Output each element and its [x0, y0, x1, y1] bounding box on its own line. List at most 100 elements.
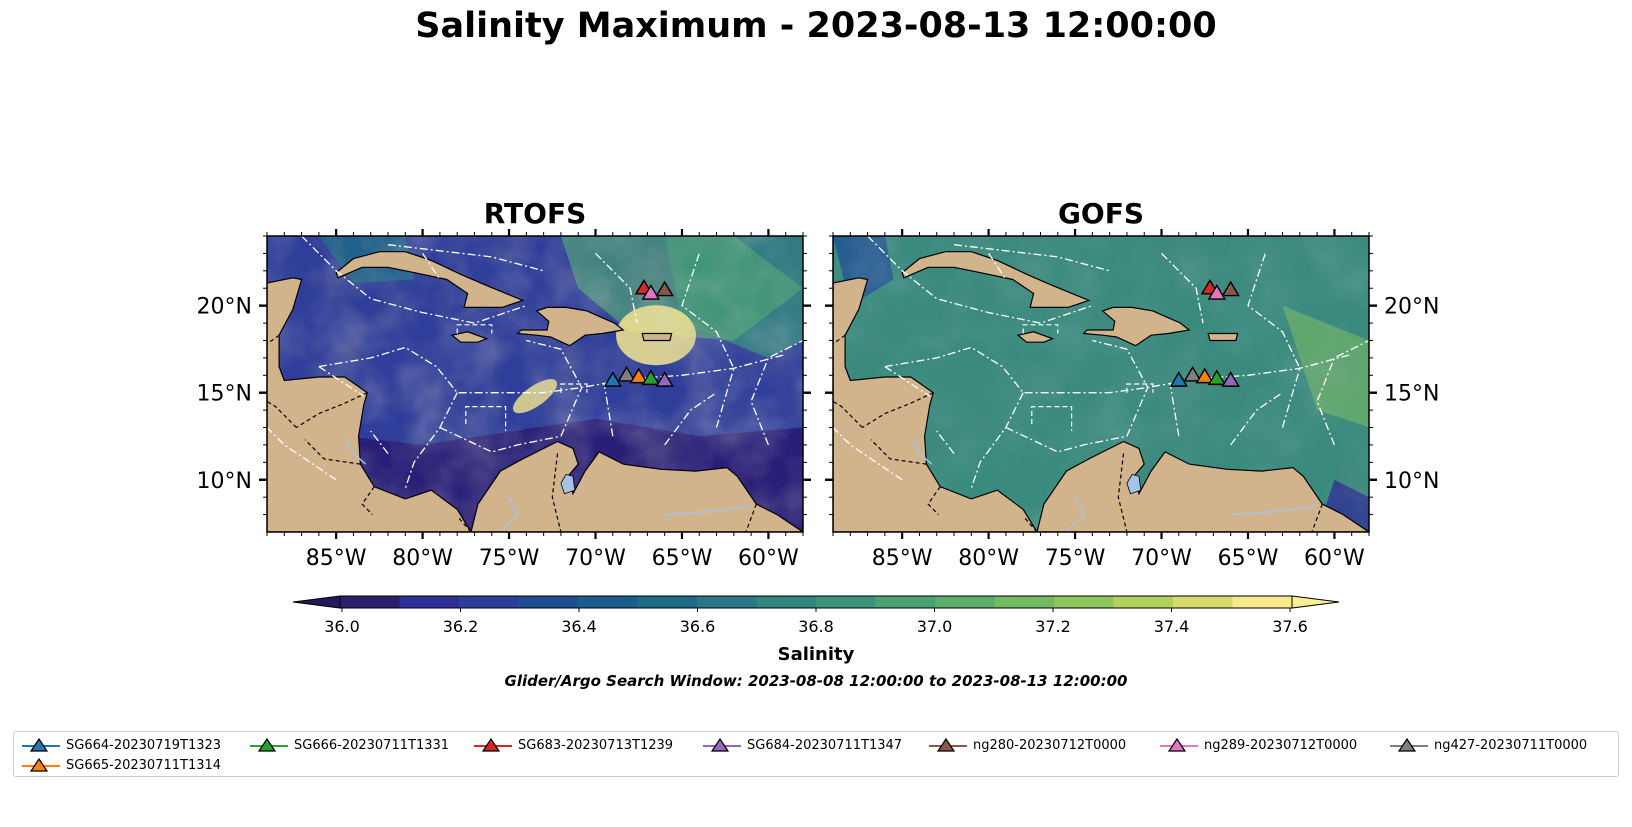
x-tick-label: 60°W: [1304, 546, 1365, 571]
country-border: [267, 400, 297, 428]
legend-marker-icon: [474, 737, 512, 752]
legend-item: SG665-20230711T1314: [20, 757, 240, 775]
land-hispaniola: [1082, 306, 1191, 347]
colorbar-segment: [340, 596, 400, 608]
colorbar-segment: [518, 596, 579, 608]
gofs-panel-title: GOFS: [1057, 197, 1145, 230]
legend-item: ng289-20230712T0000: [1158, 737, 1378, 755]
legend: SG664-20230719T1323 SG665-20230711T1314 SG…: [13, 731, 1619, 777]
legend-marker-icon: [1160, 737, 1198, 752]
colorbar-tick-label: 36.4: [561, 617, 597, 636]
glider-marker-ng427: [1183, 365, 1202, 382]
colorbar-tick-label: 36.6: [680, 617, 716, 636]
map-frame: [266, 235, 804, 533]
page-title: Salinity Maximum - 2023-08-13 12:00:00: [415, 6, 1217, 46]
x-tick-label: 75°W: [479, 546, 540, 571]
eez-boundary: [970, 392, 1024, 489]
legend-label: ng289-20230712T0000: [1204, 738, 1358, 753]
eez-boundary: [318, 346, 786, 394]
legend-label: SG666-20230711T1331: [294, 738, 450, 753]
legend-label: SG683-20230713T1239: [518, 738, 674, 753]
colorbar-tick-label: 37.6: [1272, 617, 1308, 636]
lake-maracaibo: [1126, 474, 1142, 495]
country-border: [551, 453, 562, 532]
colorbar-segment: [875, 596, 936, 608]
x-tick-label: 85°W: [872, 546, 933, 571]
x-tick-label: 65°W: [1218, 546, 1279, 571]
country-border: [304, 439, 361, 465]
legend-item: SG664-20230719T1323: [20, 737, 240, 755]
rtofs-map: 85°W 80°W 75°W 70°W 65°W 60°W 20°N 15°N 10°N: [197, 229, 811, 571]
river: [499, 496, 519, 532]
eez-boundary: [465, 406, 507, 431]
land-cuba: [901, 251, 1091, 308]
eez-boundary: [953, 244, 1110, 272]
glider-marker-SG666: [1207, 369, 1227, 386]
eez-boundary: [936, 430, 955, 454]
colorbar-segment: [697, 596, 757, 608]
legend-marker-icon: [929, 737, 967, 752]
land-jamaica: [1016, 331, 1055, 343]
country-border: [458, 517, 472, 532]
country-border: [296, 392, 368, 429]
eez-boundary: [1161, 252, 1204, 324]
eez-boundary: [1169, 383, 1180, 437]
land-jamaica: [450, 331, 489, 343]
eez-boundary: [1126, 383, 1154, 393]
search-window-caption: Glider/Argo Search Window: 2023-08-08 12…: [504, 672, 1128, 690]
river: [344, 435, 367, 465]
legend-item: SG683-20230713T1239: [472, 737, 692, 755]
country-border: [862, 392, 934, 429]
colorbar: 36.0 36.2 36.4 36.6 36.8 37.0 37.2 37.4 37.6: [292, 595, 1340, 636]
colorbar-segment: [1054, 596, 1114, 608]
x-tick-label: 75°W: [1045, 546, 1106, 571]
river: [1065, 496, 1085, 532]
glider-marker-ng289: [641, 284, 661, 300]
country-border: [927, 486, 941, 516]
country-border: [1311, 503, 1335, 532]
eez-boundary: [595, 252, 638, 324]
eez-boundary: [1247, 253, 1301, 428]
colorbar-tick-label: 36.2: [443, 617, 479, 636]
land-southAmerica: [470, 440, 803, 532]
x-tick-label: 85°W: [306, 546, 367, 571]
legend-item: ng280-20230712T0000: [927, 737, 1147, 755]
land-puertoRico: [1207, 332, 1239, 342]
eez-boundary: [1316, 339, 1369, 446]
gofs-map: 85°W 80°W 75°W 70°W 65°W 60°W 20°N 15°N 10°N: [825, 229, 1439, 571]
country-border: [1024, 517, 1038, 532]
lake-maracaibo: [560, 474, 576, 495]
legend-marker-icon: [1390, 737, 1428, 752]
legend-label: SG684-20230711T1347: [747, 738, 903, 753]
colorbar-segment: [1113, 596, 1174, 608]
eez-boundary: [370, 430, 389, 454]
glider-marker-ng280: [1221, 280, 1240, 297]
eez-boundary: [1022, 324, 1059, 334]
y-tick-label: 10°N: [1384, 469, 1439, 494]
eez-boundary: [387, 244, 544, 272]
colorbar-segment: [459, 596, 519, 608]
river: [664, 505, 752, 516]
legend-item: SG684-20230711T1347: [701, 737, 921, 755]
colorbar-segment: [994, 596, 1055, 608]
legend-label: SG664-20230719T1323: [66, 738, 222, 753]
x-tick-label: 60°W: [738, 546, 799, 571]
eez-boundary: [681, 253, 735, 428]
land-cuba: [335, 251, 525, 308]
eez-boundary: [867, 236, 1093, 324]
x-tick-label: 80°W: [958, 546, 1019, 571]
eez-boundary: [1092, 339, 1149, 437]
legend-label: ng427-20230711T0000: [1434, 738, 1588, 753]
y-tick-label: 20°N: [1384, 295, 1439, 320]
country-border: [267, 334, 280, 345]
rtofs-panel-title: RTOFS: [483, 197, 587, 230]
legend-label: SG665-20230711T1314: [66, 758, 222, 773]
colorbar-tick-label: 36.8: [798, 617, 834, 636]
glider-marker-SG664: [603, 371, 623, 387]
x-tick-label: 80°W: [392, 546, 453, 571]
colorbar-segment: [816, 596, 876, 608]
colorbar-segment: [1173, 596, 1233, 608]
map-frame: [832, 235, 1370, 533]
legend-marker-icon: [250, 737, 288, 752]
eez-boundary: [1005, 426, 1128, 453]
